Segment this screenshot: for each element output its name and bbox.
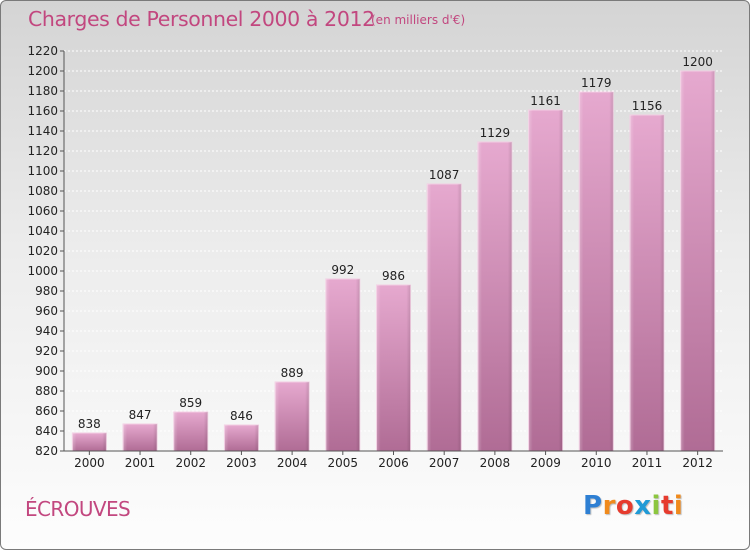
data-label: 846	[230, 409, 253, 423]
chart-title: Charges de Personnel 2000 à 2012	[28, 7, 375, 31]
bar-shade-2003	[224, 425, 259, 451]
data-label: 1129	[480, 126, 511, 140]
bar-shade-2007	[427, 184, 462, 451]
bar-shade-2011	[629, 115, 664, 451]
data-label: 889	[281, 366, 304, 380]
y-tick-label: 960	[35, 304, 58, 318]
data-label: 1200	[682, 55, 713, 69]
y-tick-label: 900	[35, 364, 58, 378]
y-tick-label: 840	[35, 424, 58, 438]
data-labels: 838 847 859 846 889 992 986 1087 1129 1161 1179 115…	[78, 55, 713, 431]
y-tick-label: 1060	[27, 204, 58, 218]
x-tick-label: 2012	[682, 456, 713, 470]
y-tick-label: 860	[35, 404, 58, 418]
data-label: 986	[382, 269, 405, 283]
data-label: 1179	[581, 76, 612, 90]
data-label: 1156	[632, 99, 663, 113]
bar-shade-2006	[376, 285, 411, 451]
data-label: 1161	[530, 94, 561, 108]
x-tick-label: 2003	[226, 456, 257, 470]
y-tick-label: 880	[35, 384, 58, 398]
data-label: 847	[129, 408, 152, 422]
x-tick-label: 2010	[581, 456, 612, 470]
y-tick-label: 1080	[27, 184, 58, 198]
x-tick-label: 2005	[328, 456, 359, 470]
bars	[71, 70, 716, 452]
bar-shade-2002	[173, 412, 208, 451]
y-tick-label: 1160	[27, 104, 58, 118]
bar-shade-2005	[325, 279, 360, 451]
data-label: 992	[331, 263, 354, 277]
y-tick-label: 1020	[27, 244, 58, 258]
proxiti-logo: Proxiti	[583, 491, 684, 521]
data-label: 859	[179, 396, 202, 410]
y-tick-label: 1140	[27, 124, 58, 138]
x-tick-label: 2011	[632, 456, 663, 470]
bar-shade-2010	[579, 92, 614, 451]
y-tick-label: 820	[35, 444, 58, 458]
bar-shade-2008	[477, 142, 512, 451]
x-tick-label: 2006	[378, 456, 409, 470]
x-tick-labels: 2000 2001 2002 2003 2004 2005 2006 2007 2008 2009…	[74, 451, 713, 470]
commune-name: ÉCROUVES	[25, 497, 131, 521]
y-tick-label: 1040	[27, 224, 58, 238]
bar-shade-2012	[680, 71, 715, 451]
x-tick-label: 2007	[429, 456, 460, 470]
y-tick-label: 940	[35, 324, 58, 338]
y-tick-label: 1180	[27, 84, 58, 98]
y-tick-label: 1220	[27, 44, 58, 58]
x-tick-label: 2001	[125, 456, 156, 470]
y-tick-labels: 820 840 860 880 900 920 940 960 980 1000 1020 1040 1…	[27, 44, 64, 458]
x-tick-label: 2002	[175, 456, 206, 470]
y-tick-label: 920	[35, 344, 58, 358]
data-label: 838	[78, 417, 101, 431]
x-tick-label: 2008	[480, 456, 511, 470]
x-tick-label: 2009	[530, 456, 561, 470]
y-tick-label: 1120	[27, 144, 58, 158]
chart-unit: (en milliers d'€)	[371, 13, 466, 27]
bar-shade-2009	[528, 110, 563, 451]
bar-shade-2004	[275, 382, 310, 451]
bar-shade-2000	[72, 433, 107, 451]
x-tick-label: 2000	[74, 456, 105, 470]
y-tick-label: 980	[35, 284, 58, 298]
y-tick-label: 1200	[27, 64, 58, 78]
y-tick-label: 1100	[27, 164, 58, 178]
y-tick-label: 1000	[27, 264, 58, 278]
data-label: 1087	[429, 168, 460, 182]
bar-shade-2001	[123, 424, 158, 451]
x-tick-label: 2004	[277, 456, 308, 470]
